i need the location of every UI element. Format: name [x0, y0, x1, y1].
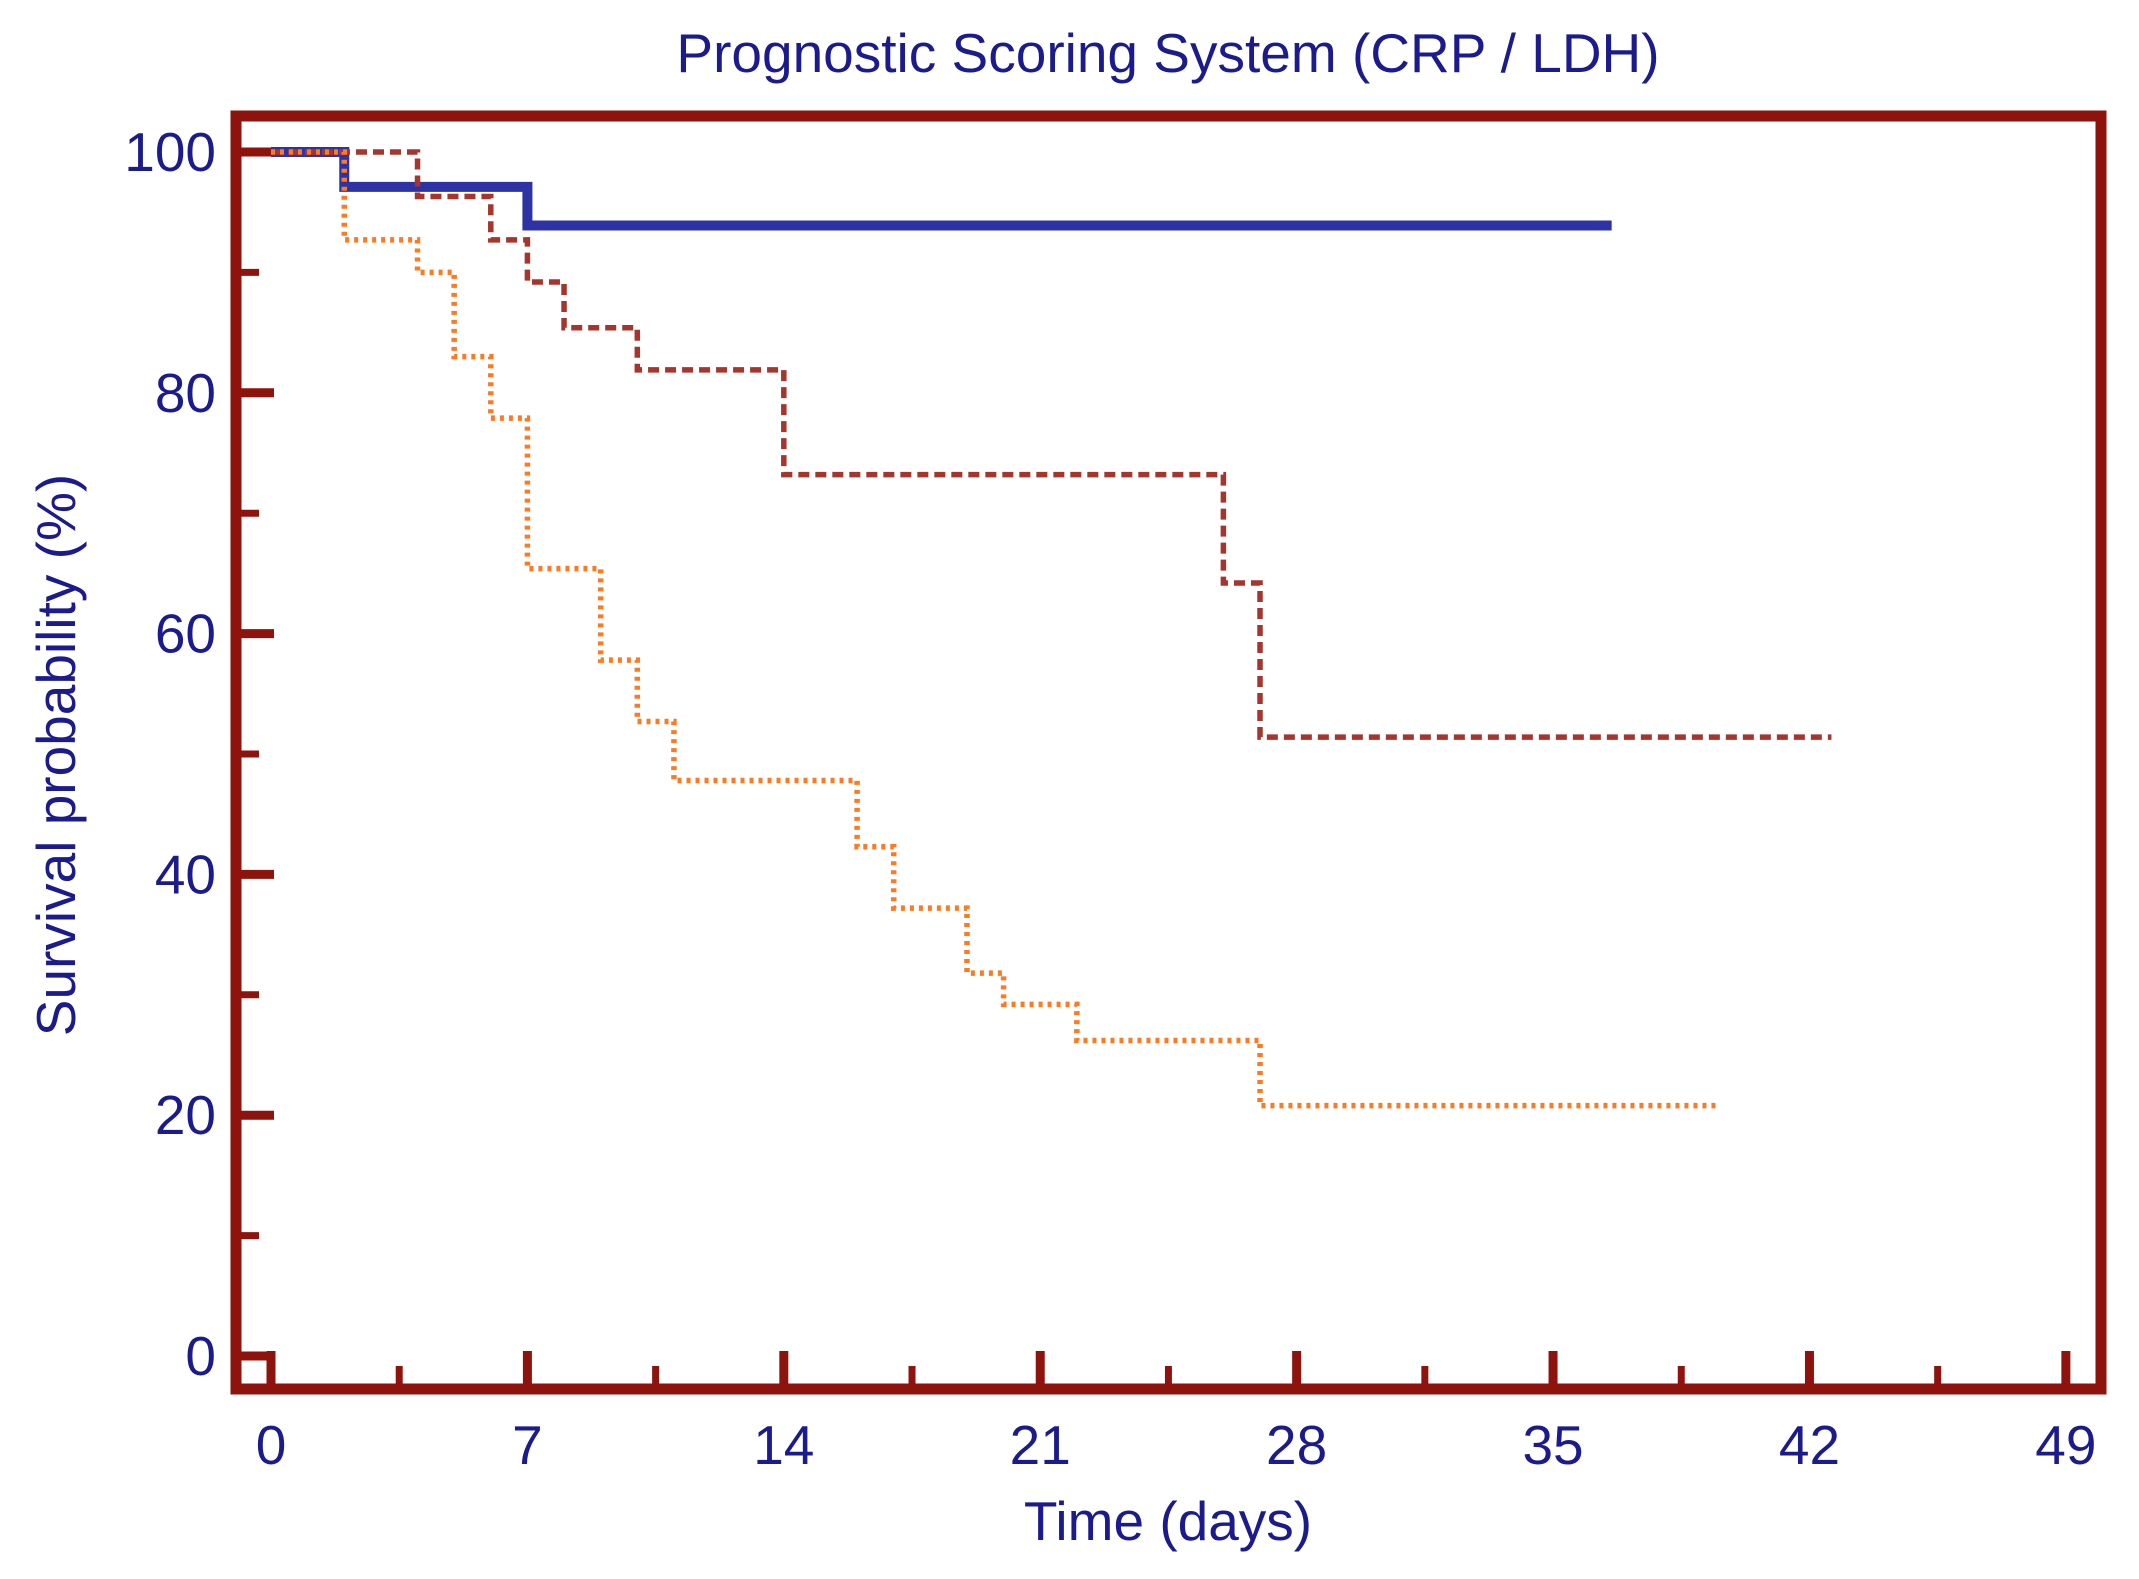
y-tick-label: 80: [155, 362, 216, 424]
y-tick-label: 60: [155, 603, 216, 665]
solid-blue-curve: [271, 147, 1612, 231]
x-tick-label: 35: [1522, 1414, 1583, 1476]
x-tick-label: 7: [512, 1414, 543, 1476]
y-tick-label: 20: [155, 1084, 216, 1146]
x-tick-label: 42: [1779, 1414, 1840, 1476]
survival-curves: [271, 147, 1832, 1109]
axis-tick-labels: 100 80 60 40 20 00 7 14 21 28 35 42 49: [124, 121, 2096, 1476]
plot-frame: [230, 110, 2107, 1395]
x-tick-label: 14: [753, 1414, 814, 1476]
y-tick-label: 0: [185, 1325, 216, 1387]
x-tick-label: 21: [1010, 1414, 1071, 1476]
dashed-dark-red-curve: [271, 149, 1832, 740]
chart-title: Prognostic Scoring System (CRP / LDH): [676, 22, 1659, 84]
x-axis-title: Time (days): [1024, 1490, 1312, 1552]
dotted-orange-curve: [271, 149, 1718, 1109]
x-tick-label: 28: [1266, 1414, 1327, 1476]
axis-ticks: [238, 147, 2071, 1387]
x-tick-label: 49: [2035, 1414, 2096, 1476]
y-tick-label: 40: [155, 843, 216, 905]
plot-frame-rect: [230, 110, 2107, 1395]
y-tick-label: 100: [124, 121, 216, 183]
x-tick-label: 0: [256, 1414, 287, 1476]
y-axis-title: Survival probability (%): [25, 474, 87, 1036]
